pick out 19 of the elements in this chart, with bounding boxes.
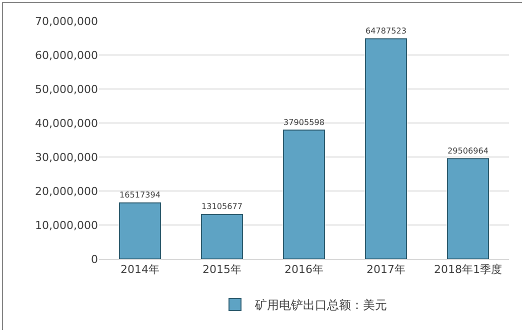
bar <box>365 38 407 259</box>
y-tick-label: 30,000,000 <box>35 150 98 164</box>
bar <box>447 158 489 259</box>
y-tick-label: 20,000,000 <box>35 184 98 198</box>
bar <box>201 214 243 259</box>
legend-label: 矿用电铲出口总额：美元 <box>254 298 387 312</box>
x-tick-label: 2015年 <box>202 263 242 276</box>
x-tick-label: 2014年 <box>120 263 160 276</box>
y-tick-label: 10,000,000 <box>35 218 98 232</box>
bar <box>119 202 161 259</box>
y-tick-label: 40,000,000 <box>35 116 98 130</box>
y-tick-label: 60,000,000 <box>35 48 98 62</box>
x-tick-label: 2018年1季度 <box>434 263 502 276</box>
y-tick-label: 0 <box>91 252 98 266</box>
x-tick-label: 2016年 <box>284 263 324 276</box>
x-tick-label: 2017年 <box>366 263 406 276</box>
y-tick-label: 70,000,000 <box>35 14 98 28</box>
y-tick-label: 50,000,000 <box>35 82 98 96</box>
bar <box>283 130 325 259</box>
